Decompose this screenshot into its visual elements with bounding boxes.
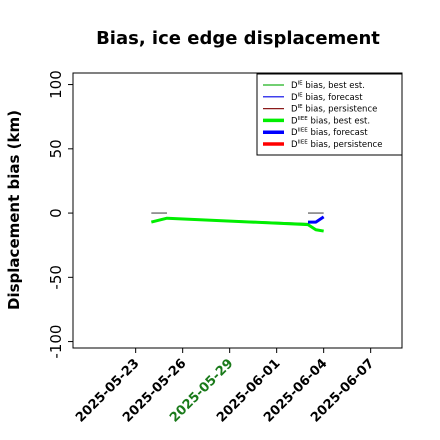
legend-label: DIE bias, best est. — [291, 81, 365, 92]
y-tick-label: -50 — [47, 265, 65, 290]
y-tick-label: 0 — [47, 208, 65, 218]
y-axis-label: Displacement bias (km) — [5, 110, 23, 310]
y-tick-label: 100 — [47, 70, 65, 99]
series-line-3 — [150, 216, 324, 233]
y-tick-label: 50 — [47, 139, 65, 158]
data-layer — [150, 212, 325, 233]
legend-box — [256, 73, 403, 156]
legend-label: DIIEE bias, persistence — [291, 140, 382, 151]
legend: DIE bias, best est.DIE bias, forecastDIE… — [256, 73, 403, 156]
legend-label: DIE bias, persistence — [291, 104, 377, 115]
y-tick-label: -100 — [47, 325, 65, 359]
legend-label: DIIEE bias, best est. — [291, 116, 370, 127]
series-line-4 — [308, 215, 325, 224]
legend-label: DIIEE bias, forecast — [291, 128, 368, 139]
chart-title: Bias, ice edge displacement — [96, 28, 380, 49]
plot-frame — [72, 72, 403, 349]
legend-label: DIE bias, forecast — [291, 92, 363, 103]
